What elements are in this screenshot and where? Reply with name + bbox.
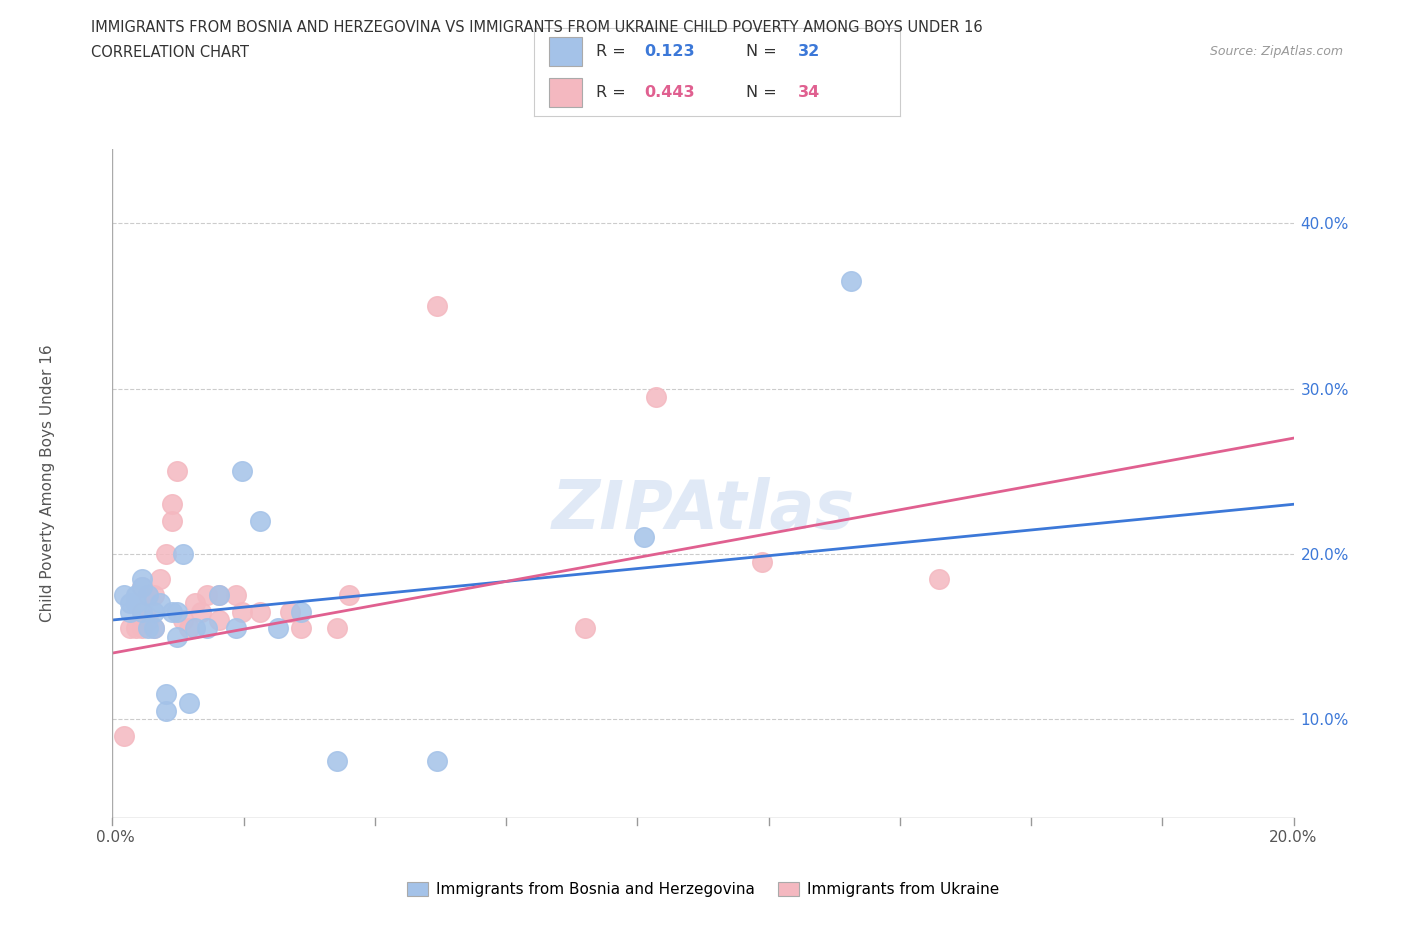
Point xyxy=(208,588,231,603)
Point xyxy=(142,621,165,636)
Point xyxy=(426,753,449,768)
Point xyxy=(112,728,135,743)
Point xyxy=(225,588,247,603)
Point xyxy=(179,621,201,636)
Point xyxy=(131,571,153,586)
Point xyxy=(426,299,449,313)
Text: ZIPAtlas: ZIPAtlas xyxy=(551,477,855,543)
Point xyxy=(633,530,655,545)
Point xyxy=(751,554,773,569)
FancyBboxPatch shape xyxy=(548,37,582,66)
Point xyxy=(195,588,218,603)
Point xyxy=(184,596,207,611)
Text: Source: ZipAtlas.com: Source: ZipAtlas.com xyxy=(1209,45,1343,58)
Point xyxy=(131,579,153,594)
Point xyxy=(136,621,159,636)
Point xyxy=(267,621,290,636)
Point xyxy=(131,621,153,636)
Point xyxy=(208,588,231,603)
Point xyxy=(172,547,194,562)
Point xyxy=(136,613,159,628)
Point xyxy=(249,604,271,619)
Text: 0.443: 0.443 xyxy=(644,85,695,100)
Text: N =: N = xyxy=(747,44,782,59)
Point xyxy=(928,571,950,586)
Point xyxy=(120,621,142,636)
Point xyxy=(125,588,148,603)
Point xyxy=(112,588,135,603)
Point xyxy=(125,621,148,636)
Point xyxy=(136,588,159,603)
Point xyxy=(155,703,177,718)
Point xyxy=(166,604,188,619)
Text: 32: 32 xyxy=(797,44,820,59)
Point xyxy=(290,604,312,619)
Point xyxy=(208,613,231,628)
Point xyxy=(326,753,349,768)
Point xyxy=(249,513,271,528)
Text: 34: 34 xyxy=(797,85,820,100)
Point xyxy=(136,588,159,603)
Point xyxy=(231,464,253,479)
Text: 0.0%: 0.0% xyxy=(96,830,135,844)
Point xyxy=(142,604,165,619)
Point xyxy=(149,596,172,611)
Point xyxy=(179,696,201,711)
Point xyxy=(142,621,165,636)
Point xyxy=(120,596,142,611)
Text: Child Poverty Among Boys Under 16: Child Poverty Among Boys Under 16 xyxy=(39,345,55,622)
FancyBboxPatch shape xyxy=(548,78,582,108)
Point xyxy=(160,604,183,619)
Point xyxy=(155,687,177,702)
Text: R =: R = xyxy=(596,44,631,59)
Text: R =: R = xyxy=(596,85,631,100)
Point xyxy=(172,613,194,628)
Point xyxy=(278,604,301,619)
Point xyxy=(290,621,312,636)
Point xyxy=(125,596,148,611)
Text: CORRELATION CHART: CORRELATION CHART xyxy=(91,45,249,60)
Point xyxy=(149,571,172,586)
Point xyxy=(184,621,207,636)
Point xyxy=(131,579,153,594)
Point xyxy=(131,604,153,619)
Point xyxy=(166,629,188,644)
Point xyxy=(644,390,666,405)
Point xyxy=(231,604,253,619)
Point xyxy=(160,497,183,512)
Point xyxy=(120,604,142,619)
Point xyxy=(160,513,183,528)
Text: IMMIGRANTS FROM BOSNIA AND HERZEGOVINA VS IMMIGRANTS FROM UKRAINE CHILD POVERTY : IMMIGRANTS FROM BOSNIA AND HERZEGOVINA V… xyxy=(91,20,983,35)
Text: 0.123: 0.123 xyxy=(644,44,695,59)
Point xyxy=(195,621,218,636)
Point xyxy=(225,621,247,636)
Legend: Immigrants from Bosnia and Herzegovina, Immigrants from Ukraine: Immigrants from Bosnia and Herzegovina, … xyxy=(401,876,1005,904)
Point xyxy=(190,604,212,619)
Point xyxy=(155,547,177,562)
Point xyxy=(839,273,862,288)
Point xyxy=(326,621,349,636)
Point xyxy=(166,464,188,479)
Point xyxy=(574,621,596,636)
Point xyxy=(131,604,153,619)
Text: N =: N = xyxy=(747,85,782,100)
Text: 20.0%: 20.0% xyxy=(1270,830,1317,844)
Point xyxy=(337,588,360,603)
Point xyxy=(142,588,165,603)
